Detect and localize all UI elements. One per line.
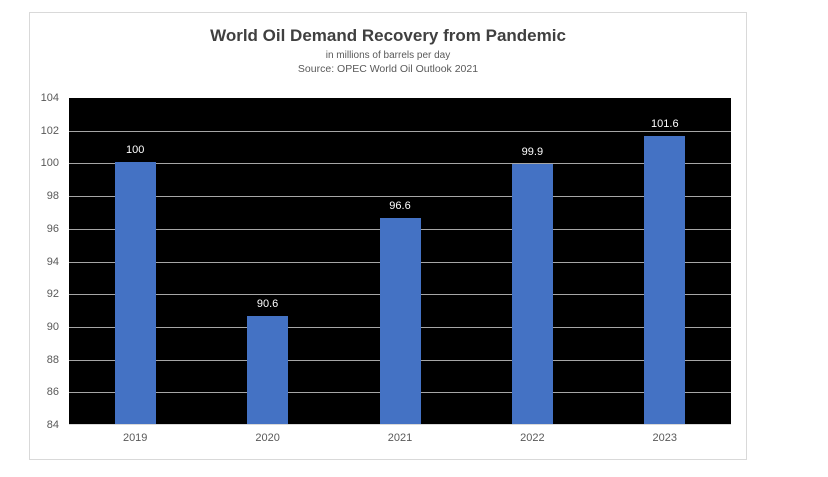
x-axis: 2019 2020 2021 2022 2023 xyxy=(69,432,731,448)
chart-title: World Oil Demand Recovery from Pandemic xyxy=(210,26,566,45)
data-label-2019: 100 xyxy=(126,144,145,157)
bar-2023 xyxy=(644,136,686,424)
chart-subtitle: in millions of barrels per day xyxy=(325,50,451,61)
bar-2022 xyxy=(511,164,553,424)
plot-frame: 100 90.6 96.6 99.9 101.6 84 86 88 90 92 94 96 98 100… xyxy=(41,92,731,431)
y-tick-label-92: 92 xyxy=(46,288,59,301)
y-tick-label-94: 94 xyxy=(46,255,59,268)
gridline-102 xyxy=(69,130,731,132)
y-tick-label-88: 88 xyxy=(46,353,59,366)
y-tick-label-86: 86 xyxy=(46,386,59,399)
bar-2021 xyxy=(379,218,421,424)
y-tick-label-100: 100 xyxy=(40,157,59,170)
data-label-2022: 99.9 xyxy=(521,146,544,158)
gridline-98 xyxy=(69,196,731,198)
y-tick-label-84: 84 xyxy=(46,419,59,431)
x-tick-label-2022: 2022 xyxy=(520,432,545,444)
x-tick-label-2019: 2019 xyxy=(122,432,148,444)
y-tick-label-102: 102 xyxy=(40,124,59,137)
chart-card: World Oil Demand Recovery from Pandemic … xyxy=(29,12,747,460)
y-tick-label-96: 96 xyxy=(46,222,59,235)
bar-2019 xyxy=(114,162,156,424)
y-tick-label-98: 98 xyxy=(46,190,59,203)
bar-2020 xyxy=(247,316,289,424)
data-label-2023: 101.6 xyxy=(651,118,679,131)
gridline-100 xyxy=(69,163,731,165)
x-tick-label-2020: 2020 xyxy=(255,432,280,444)
x-tick-label-2023: 2023 xyxy=(652,432,678,444)
data-label-2020: 90.6 xyxy=(256,298,279,311)
x-tick-label-2021: 2021 xyxy=(387,432,413,444)
plot-area: 100 90.6 96.6 99.9 101.6 xyxy=(69,98,731,425)
data-label-2021: 96.6 xyxy=(389,200,411,212)
chart-source: Source: OPEC World Oil Outlook 2021 xyxy=(297,63,479,75)
y-tick-label-104: 104 xyxy=(40,92,59,104)
y-tick-label-90: 90 xyxy=(46,320,59,333)
